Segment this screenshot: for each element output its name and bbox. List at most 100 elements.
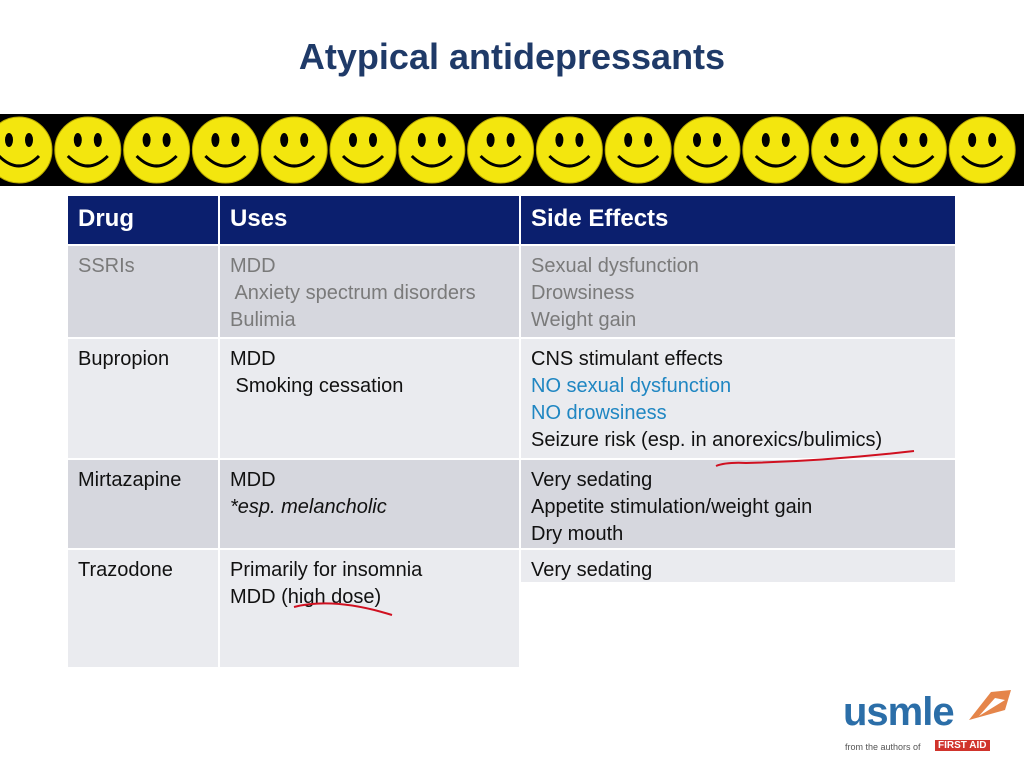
cell-line: Primarily for insomnia [230, 559, 423, 581]
smiley-part [437, 133, 446, 147]
smiley-part [624, 133, 633, 147]
cell-line: Mirtazapine [78, 469, 182, 491]
smiley-part [742, 116, 810, 184]
smiley-part [948, 116, 1016, 184]
smiley-part [410, 154, 453, 168]
smiley-part [273, 154, 316, 168]
smiley-part [162, 133, 171, 147]
cell-line: CNS stimulant effects [531, 348, 723, 370]
smiley-part [5, 133, 13, 147]
table-cell: CNS stimulant effects NO sexual dysfuncti… [521, 339, 955, 458]
smiley-part [761, 133, 770, 147]
smiley-strip [0, 114, 1024, 186]
smiley-part [673, 116, 741, 184]
cell-line: Dry mouth [531, 523, 624, 545]
smiley-part [204, 154, 247, 168]
table-cell: Primarily for insomnia MDD (high dose) [220, 550, 519, 667]
cell-line: NO drowsiness [531, 402, 667, 424]
cell-line: Weight gain [531, 309, 637, 331]
table-cell: Sexual dysfunction Drowsiness Weight gain [521, 246, 955, 337]
header-cell: Drug [68, 196, 218, 244]
table-cell: Very sedating [521, 550, 955, 582]
smiley-part [961, 154, 1004, 168]
smiley-part [329, 116, 397, 184]
smiley-part [781, 133, 790, 147]
smiley-part [713, 133, 721, 147]
table-cell: Very sedating Appetite stimulation/weight… [521, 460, 955, 548]
smiley-part [479, 154, 522, 168]
cell-line: Seizure risk (esp. in anorexics/bulimics… [531, 429, 883, 451]
smiley-part [54, 116, 122, 184]
logo-tagline: from the authors of [845, 742, 921, 752]
smiley-part [535, 116, 603, 184]
logo: usmle from the authors of FIRST AID [843, 690, 1018, 760]
table-cell: Bupropion [68, 339, 218, 458]
table-cell: MDD *esp. melancholic [220, 460, 519, 548]
smiley-part [280, 133, 289, 147]
smiley-part [123, 116, 191, 184]
smiley-part [899, 133, 908, 147]
smiley-part [341, 154, 385, 168]
smiley-part [604, 116, 672, 184]
smiley-part [191, 116, 259, 184]
smiley-part [617, 154, 660, 168]
smiley-part [644, 133, 653, 147]
smiley-part [988, 133, 997, 147]
cell-line: Very sedating [531, 469, 653, 491]
smiley-part [260, 116, 328, 184]
smiley-part [300, 133, 309, 147]
smiley-part [467, 116, 535, 184]
smiley-part [830, 133, 839, 147]
cell-line: MDD [230, 348, 276, 370]
slide-title: Atypical antidepressants [298, 36, 726, 77]
table-cell: MDD Smoking cessation [220, 339, 519, 458]
smiley-part [398, 116, 466, 184]
header-cell: Side Effects [521, 196, 955, 244]
cell-line: Sexual dysfunction [531, 255, 699, 277]
cell-line: Smoking cessation [230, 375, 404, 397]
smiley-part [231, 133, 240, 147]
smiley-part [0, 154, 41, 168]
smiley-part [919, 133, 928, 147]
smiley-part [417, 133, 426, 147]
smiley-part [693, 133, 701, 147]
header-cell: Uses [220, 196, 519, 244]
cell-line: Appetite stimulation/weight gain [531, 496, 813, 518]
table-cell: MDD Anxiety spectrum disorders Bulimia [220, 246, 519, 337]
smiley-part [486, 133, 495, 147]
logo-brand: FIRST AID [935, 740, 990, 751]
cell-line: Trazodone [78, 559, 173, 581]
smiley-part [823, 154, 866, 168]
smiley-part [555, 133, 564, 147]
smiley-part [93, 133, 102, 147]
smiley-part [575, 133, 584, 147]
table-cell: SSRIs [68, 246, 218, 337]
smiley-part [892, 154, 935, 168]
cell-line: Drowsiness [531, 282, 635, 304]
smiley-part [25, 133, 33, 147]
cell-line: MDD [230, 255, 276, 277]
cell-line: Bupropion [78, 348, 170, 370]
cell-line: MDD [230, 469, 276, 491]
cell-line: MDD (high dose) [230, 586, 382, 608]
smiley-part [369, 133, 377, 147]
smiley-part [811, 116, 879, 184]
smiley-part [349, 133, 357, 147]
smiley-part [685, 154, 729, 168]
smiley-part [850, 133, 859, 147]
smiley-part [73, 133, 82, 147]
smiley-part [548, 154, 591, 168]
table-cell: Mirtazapine [68, 460, 218, 548]
table-cell: Trazodone [68, 550, 218, 667]
smiley-part [142, 133, 151, 147]
cell-line: NO sexual dysfunction [531, 375, 732, 397]
logo-name: usmle [843, 690, 955, 734]
logo-icon [969, 690, 1011, 720]
cell-line: Bulimia [230, 309, 296, 331]
cell-line: SSRIs [78, 255, 135, 277]
smiley-part [754, 154, 797, 168]
smiley-part [66, 154, 109, 168]
cell-line: *esp. melancholic [230, 496, 387, 518]
smiley-part [211, 133, 220, 147]
